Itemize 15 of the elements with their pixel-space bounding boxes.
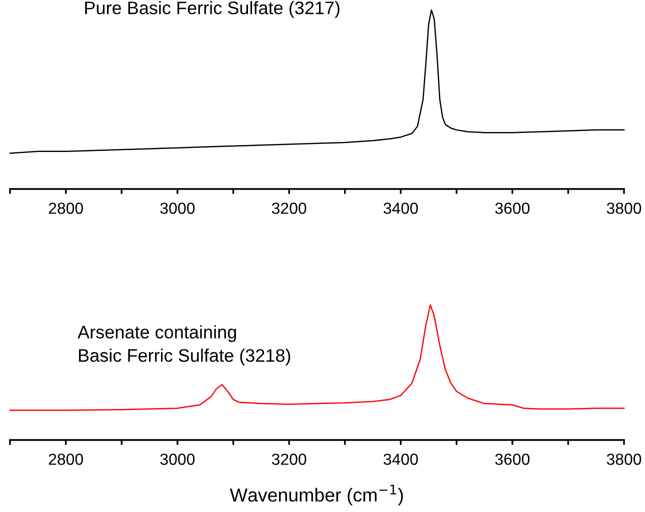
x-tick-label: 2800 bbox=[48, 202, 83, 214]
x-tick-label: 3000 bbox=[160, 454, 195, 465]
x-tick-label: 3600 bbox=[495, 454, 530, 465]
x-axis-title: Wavenumber (cm$^{−1}$) bbox=[230, 484, 403, 506]
x-tick-label: 3400 bbox=[384, 202, 418, 214]
x-tick-label: 3000 bbox=[160, 202, 195, 214]
x-tick-label: 3200 bbox=[272, 454, 306, 465]
x-tick-label: 3800 bbox=[606, 454, 642, 465]
x-tick-label: 3400 bbox=[384, 454, 418, 465]
annotation: Pure Basic Ferric Sulfate (3217) bbox=[85, 1, 340, 18]
x-tick-label: 3800 bbox=[606, 202, 642, 214]
annotation: Arsenate containing Basic Ferric Sulfate (3218) bbox=[78, 325, 290, 366]
x-tick-label: 2800 bbox=[48, 454, 83, 465]
x-tick-label: 3600 bbox=[495, 202, 530, 214]
x-tick-label: 3200 bbox=[272, 202, 306, 214]
